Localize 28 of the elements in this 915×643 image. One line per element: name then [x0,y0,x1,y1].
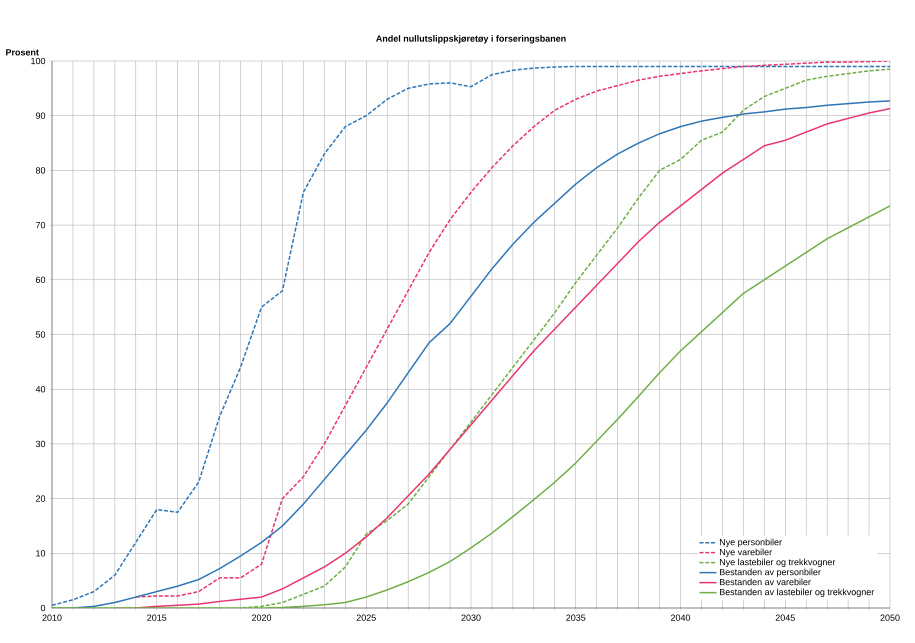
legend-label: Nye personbiler [720,538,782,548]
legend-label: Bestanden av lastebiler og trekkvogner [720,588,874,597]
legend-label: Bestanden av personbiler [720,568,821,578]
x-tick-label: 2050 [880,614,900,621]
x-tick-label: 2010 [42,614,62,621]
legend-label: Nye lastebiler og trekkvogner [720,558,836,568]
y-tick-label: 50 [36,331,46,338]
x-tick-label: 2040 [670,614,690,621]
y-tick-label: 20 [36,495,46,502]
x-tick-label: 2035 [566,614,586,621]
x-tick-label: 2030 [461,614,481,621]
y-tick-label: 100 [31,58,46,64]
y-tick-label: 40 [36,386,46,392]
y-tick-label: 60 [36,276,46,283]
y-tick-label: 0 [40,604,46,612]
x-tick-label: 2020 [252,614,272,621]
y-tick-label: 80 [36,167,46,174]
y-tick-label: 30 [36,440,46,448]
legend-label: Bestanden av varebiler [720,578,811,586]
x-tick-label: 2045 [776,614,795,621]
legend-label: Nye varebiler [720,548,772,558]
chart-title: Andel nullutslippskjøretøy i forseringsbanen [376,35,566,44]
y-tick-label: 70 [36,222,46,228]
y-tick-label: 90 [36,112,46,119]
y-axis-title: Prosent [6,49,39,56]
x-tick-label: 2015 [147,614,166,621]
y-tick-label: 10 [36,550,46,556]
x-tick-label: 2025 [356,614,376,621]
